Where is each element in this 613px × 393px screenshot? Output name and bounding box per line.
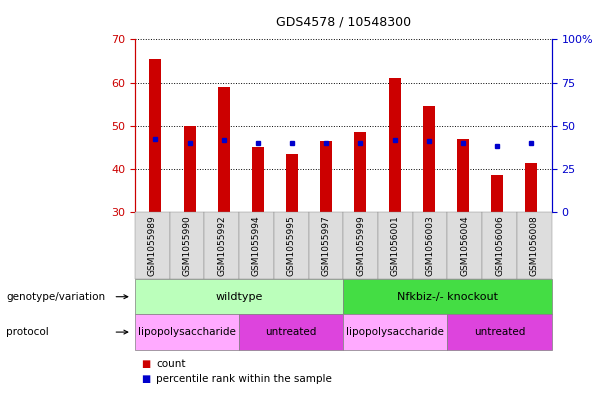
Text: genotype/variation: genotype/variation <box>6 292 105 302</box>
Text: percentile rank within the sample: percentile rank within the sample <box>156 374 332 384</box>
Text: GSM1056008: GSM1056008 <box>530 215 539 276</box>
Text: GSM1055999: GSM1055999 <box>356 215 365 276</box>
Text: GSM1055989: GSM1055989 <box>148 215 157 276</box>
Bar <box>491 175 503 212</box>
Bar <box>183 126 196 212</box>
Text: GSM1056003: GSM1056003 <box>425 215 435 276</box>
Bar <box>218 87 230 212</box>
Bar <box>252 147 264 212</box>
Bar <box>320 141 332 212</box>
Text: GSM1056004: GSM1056004 <box>460 215 470 276</box>
Text: ■: ■ <box>141 358 150 369</box>
Text: Nfkbiz-/- knockout: Nfkbiz-/- knockout <box>397 292 498 302</box>
Bar <box>150 59 161 212</box>
Bar <box>525 163 537 212</box>
Text: lipopolysaccharide: lipopolysaccharide <box>346 327 444 337</box>
Text: GSM1055997: GSM1055997 <box>321 215 330 276</box>
Bar <box>354 132 367 212</box>
Text: wildtype: wildtype <box>215 292 263 302</box>
Text: GSM1055994: GSM1055994 <box>252 215 261 276</box>
Text: GSM1055995: GSM1055995 <box>287 215 295 276</box>
Text: GDS4578 / 10548300: GDS4578 / 10548300 <box>276 16 411 29</box>
Text: count: count <box>156 358 186 369</box>
Bar <box>457 139 469 212</box>
Text: ■: ■ <box>141 374 150 384</box>
Text: untreated: untreated <box>474 327 525 337</box>
Text: untreated: untreated <box>265 327 317 337</box>
Text: protocol: protocol <box>6 327 49 337</box>
Text: lipopolysaccharide: lipopolysaccharide <box>138 327 236 337</box>
Text: GSM1055992: GSM1055992 <box>217 215 226 276</box>
Text: GSM1056001: GSM1056001 <box>391 215 400 276</box>
Bar <box>389 78 400 212</box>
Text: GSM1056006: GSM1056006 <box>495 215 504 276</box>
Bar <box>286 154 298 212</box>
Text: GSM1055990: GSM1055990 <box>183 215 191 276</box>
Bar <box>423 106 435 212</box>
